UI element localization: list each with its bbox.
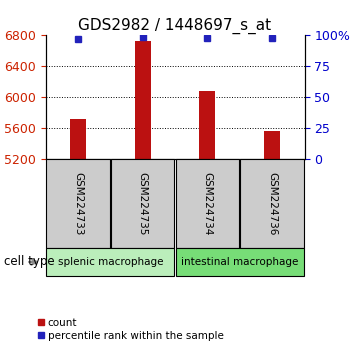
Bar [70, 119, 86, 159]
Bar [240, 159, 304, 248]
Text: GSM224734: GSM224734 [202, 172, 212, 235]
Bar [199, 91, 216, 159]
Bar [134, 41, 151, 159]
Text: GSM224736: GSM224736 [267, 172, 277, 235]
Text: splenic macrophage: splenic macrophage [57, 257, 163, 267]
Text: cell type: cell type [4, 256, 54, 268]
Bar [111, 159, 174, 248]
Text: GSM224735: GSM224735 [138, 172, 148, 235]
Text: intestinal macrophage: intestinal macrophage [181, 257, 299, 267]
Bar [176, 248, 304, 276]
Bar [46, 248, 174, 276]
Title: GDS2982 / 1448697_s_at: GDS2982 / 1448697_s_at [78, 18, 272, 34]
Bar [46, 159, 110, 248]
Bar [264, 131, 280, 159]
Text: GSM224733: GSM224733 [73, 172, 83, 235]
Legend: count, percentile rank within the sample: count, percentile rank within the sample [33, 314, 228, 345]
Bar [176, 159, 239, 248]
